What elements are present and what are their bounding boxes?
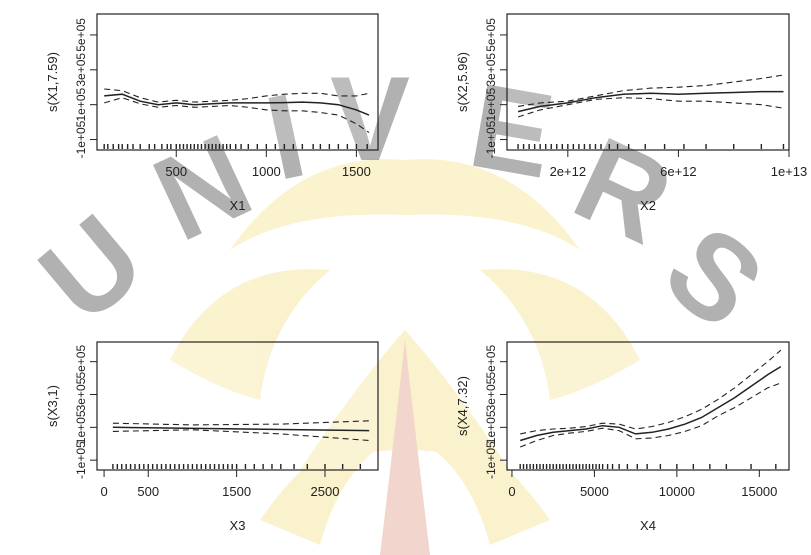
plot-frame bbox=[96, 13, 379, 151]
x-axis-label: X3 bbox=[230, 518, 246, 533]
y-tick-label: 3e+05 bbox=[74, 53, 88, 87]
y-axis-label: s(X1,7.59) bbox=[45, 52, 60, 112]
plot-frame bbox=[96, 341, 379, 471]
x-tick-label: 5000 bbox=[580, 484, 609, 499]
series-fit-line bbox=[519, 365, 782, 442]
x-tick-label: 6e+12 bbox=[660, 164, 697, 179]
x-tick-label: 2e+12 bbox=[550, 164, 587, 179]
series-upper-line bbox=[112, 420, 370, 426]
y-axis-label: s(X2,5.96) bbox=[455, 52, 470, 112]
y-axis-label: s(X3,1) bbox=[45, 385, 60, 427]
y-tick-label: 5e+05 bbox=[484, 18, 498, 52]
watermark-emblem-icon bbox=[170, 159, 640, 555]
x-tick-label: 1e+13 bbox=[771, 164, 808, 179]
plot-frame bbox=[506, 13, 790, 151]
y-tick-label: 1e+05 bbox=[74, 410, 88, 444]
x-axis-label: X2 bbox=[640, 198, 656, 213]
y-tick-label: -1e+05 bbox=[74, 120, 88, 158]
y-tick-label: 1e+05 bbox=[484, 87, 498, 121]
plot-frame bbox=[506, 341, 790, 471]
svg-text:V: V bbox=[330, 52, 410, 186]
x-tick-label: 15000 bbox=[741, 484, 777, 499]
x-axis-label: X1 bbox=[230, 198, 246, 213]
y-tick-label: 1e+05 bbox=[484, 410, 498, 444]
series-lower-line bbox=[517, 97, 784, 118]
series-fit-line bbox=[517, 90, 784, 113]
series-lower-line bbox=[112, 429, 370, 442]
x-axis-label: X4 bbox=[640, 518, 656, 533]
y-tick-label: -1e+05 bbox=[484, 441, 498, 479]
y-tick-label: -1e+05 bbox=[484, 120, 498, 158]
y-tick-label: 3e+05 bbox=[484, 377, 498, 411]
series-fit-line bbox=[104, 93, 370, 116]
x-tick-label: 1000 bbox=[252, 164, 281, 179]
series-upper-line bbox=[520, 349, 782, 435]
series-upper-line bbox=[518, 74, 784, 107]
y-tick-label: 5e+05 bbox=[74, 18, 88, 52]
y-tick-label: 5e+05 bbox=[484, 345, 498, 379]
x-tick-label: 10000 bbox=[659, 484, 695, 499]
x-tick-label: 1500 bbox=[342, 164, 371, 179]
y-tick-label: -1e+05 bbox=[74, 441, 88, 479]
y-axis-label: s(X4,7.32) bbox=[455, 376, 470, 436]
x-tick-label: 1500 bbox=[222, 484, 251, 499]
x-tick-label: 500 bbox=[137, 484, 159, 499]
y-tick-label: 3e+05 bbox=[484, 53, 498, 87]
x-tick-label: 2500 bbox=[311, 484, 340, 499]
series-lower-line bbox=[519, 382, 781, 448]
x-tick-label: 0 bbox=[508, 484, 515, 499]
y-tick-label: 1e+05 bbox=[74, 87, 88, 121]
x-tick-label: 0 bbox=[100, 484, 107, 499]
series-fit-line bbox=[112, 426, 370, 432]
y-tick-label: 5e+05 bbox=[74, 345, 88, 379]
x-tick-label: 500 bbox=[165, 164, 187, 179]
y-tick-label: 3e+05 bbox=[74, 377, 88, 411]
